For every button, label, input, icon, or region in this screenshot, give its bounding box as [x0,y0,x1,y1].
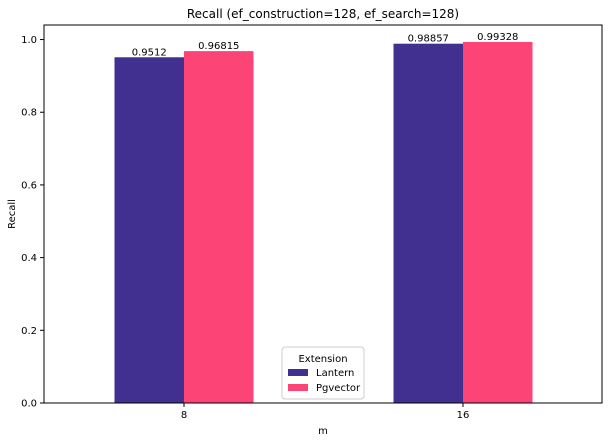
ticks-layer: 0.0 0.2 0.4 0.6 0.8 1.0 8 16 [21,35,469,421]
y-tick-label: 0.4 [21,253,37,264]
legend-label-lantern: Lantern [316,368,354,379]
data-label-pgvector-m16: 0.99328 [477,32,518,43]
y-tick-label: 0.0 [21,399,37,410]
x-tick-label: 8 [181,410,187,421]
y-tick-label: 0.6 [21,180,37,191]
bar-pgvector-m16 [463,41,533,403]
legend-label-pgvector: Pgvector [316,383,361,394]
y-tick-label: 1.0 [21,35,37,46]
legend-swatch-lantern [288,369,308,376]
data-label-pgvector-m8: 0.96815 [198,41,239,52]
chart-title: Recall (ef_construction=128, ef_search=1… [187,7,459,21]
x-tick-label: 16 [457,410,470,421]
x-axis-label: m [318,426,328,437]
bars-layer: 0.9512 0.98857 0.96815 0.99328 [114,32,533,404]
bar-lantern-m8 [114,57,184,403]
bar-pgvector-m8 [184,51,254,403]
legend: Extension Lantern Pgvector [281,346,365,400]
data-label-lantern-m8: 0.9512 [132,47,167,58]
legend-swatch-pgvector [288,384,308,391]
y-axis-label: Recall [7,199,18,229]
y-tick-label: 0.2 [21,326,37,337]
bar-lantern-m16 [393,43,463,404]
y-tick-label: 0.8 [21,108,37,119]
data-label-lantern-m16: 0.98857 [408,34,449,45]
plot-frame [43,24,603,404]
legend-title: Extension [298,354,347,365]
